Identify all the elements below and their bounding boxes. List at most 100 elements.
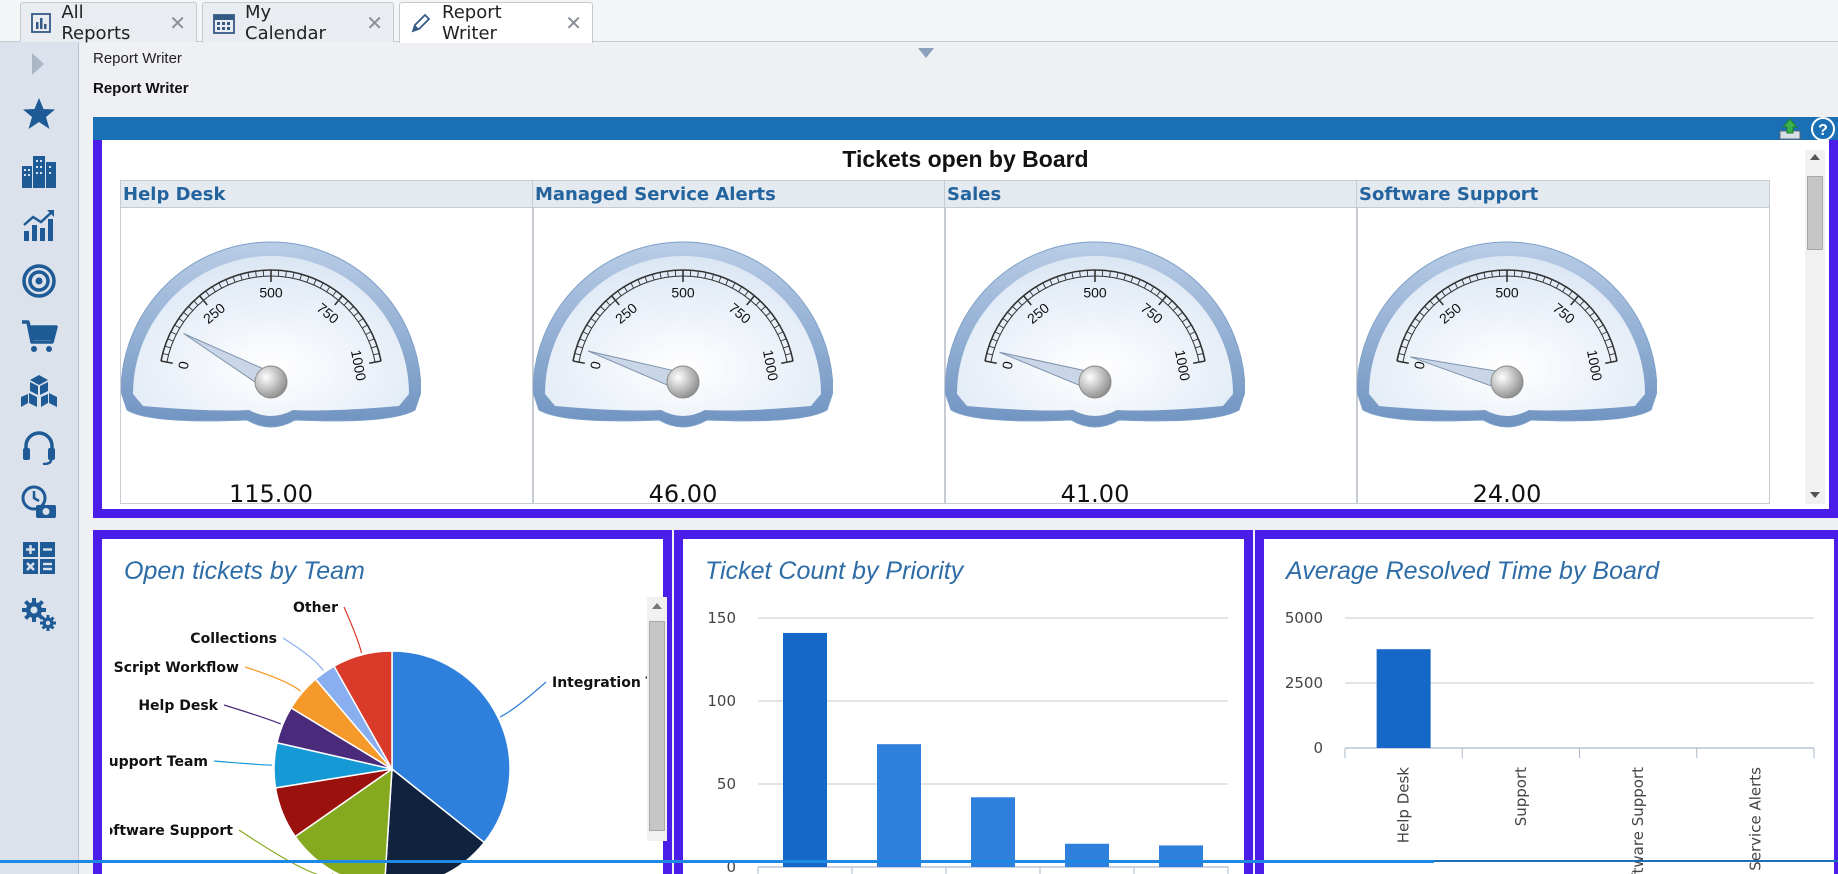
- gauge-pivot: [1490, 365, 1524, 399]
- svg-text:?: ?: [1818, 122, 1828, 139]
- y-tick-label: 100: [707, 692, 736, 710]
- board-header-managed-service-alerts[interactable]: Managed Service Alerts: [532, 180, 946, 208]
- chart-title: Ticket Count by Priority: [705, 557, 964, 585]
- gauge-cell: 0 250 500 750 1000 46.00: [532, 208, 946, 508]
- tab-my-calendar[interactable]: My Calendar ✕: [202, 1, 394, 44]
- page-title: Report Writer: [93, 80, 189, 97]
- tab-bar: All Reports ✕ My Calendar ✕ Report Write…: [0, 0, 1838, 44]
- gauge-pivot: [666, 365, 700, 399]
- dashboard-toolbar: [93, 117, 1838, 142]
- pie-slice: [294, 767, 393, 874]
- pie-chart-panel: Open tickets by Team Integration T Other C…: [93, 530, 672, 874]
- board-header-software-support[interactable]: Software Support: [1356, 180, 1770, 208]
- tab-all-reports[interactable]: All Reports ✕: [20, 1, 197, 44]
- gauge-tick-label: 1000: [348, 348, 370, 382]
- y-tick-label: 0: [1313, 739, 1323, 757]
- calendar-icon: [213, 12, 235, 34]
- pie-leader-line: [238, 829, 334, 874]
- x-tick-label: oftware Support: [1629, 767, 1647, 874]
- x-tick-label: Support: [1512, 767, 1530, 826]
- pie-label: Help Desk: [138, 698, 218, 714]
- bar: [877, 744, 921, 867]
- close-icon[interactable]: ✕: [169, 10, 186, 35]
- bar: [971, 797, 1015, 867]
- tab-label: All Reports: [61, 1, 131, 44]
- tab-label: Report Writer: [442, 2, 502, 44]
- tab-label: My Calendar: [245, 1, 326, 44]
- avg-resolved-chart-panel: Average Resolved Time by Board 5000 2500 0…: [1255, 530, 1838, 874]
- close-icon[interactable]: ✕: [565, 11, 582, 35]
- gauge-tick-label: 0: [587, 360, 604, 371]
- chart-title: Average Resolved Time by Board: [1286, 557, 1660, 585]
- tab-report-writer[interactable]: Report Writer ✕: [399, 2, 593, 44]
- export-icon[interactable]: [1778, 117, 1802, 141]
- pie-label: Script Workflow: [114, 660, 239, 676]
- priority-bar-chart: 150100500Amwhal: [707, 609, 1229, 874]
- trend-chart-icon[interactable]: [19, 205, 59, 245]
- gauge-tick-label: 1000: [1172, 348, 1194, 382]
- close-icon[interactable]: ✕: [366, 10, 383, 35]
- left-nav: [0, 42, 79, 874]
- avg-resolved-bar-chart: 5000 2500 0 Help Desk Support oftware Support…: [1285, 609, 1815, 874]
- y-tick-label: 2500: [1285, 674, 1323, 692]
- pencil-icon: [410, 12, 432, 34]
- pie-leader-line: [244, 666, 302, 692]
- board-header-sales[interactable]: Sales: [944, 180, 1358, 208]
- gauge-tick-label: 1000: [1584, 348, 1606, 382]
- star-icon[interactable]: [19, 94, 59, 134]
- pie-label: Collections: [190, 631, 277, 647]
- gauge-cell: 0 250 500 750 1000 41.00: [944, 208, 1358, 508]
- scroll-thumb[interactable]: [1807, 176, 1823, 250]
- scroll-down-icon[interactable]: [1810, 492, 1820, 498]
- gauge-cell: 0 250 500 750 1000 115.00: [120, 208, 534, 508]
- calculator-icon[interactable]: [19, 538, 59, 578]
- breadcrumb[interactable]: Report Writer: [93, 50, 182, 67]
- x-tick-label: ed Service Alerts: [1746, 767, 1764, 874]
- gears-icon[interactable]: [19, 594, 59, 634]
- target-icon[interactable]: [19, 261, 59, 301]
- time-money-icon[interactable]: [19, 483, 59, 523]
- gauge-value: 46.00: [648, 480, 718, 508]
- board-header-help-desk[interactable]: Help Desk: [120, 180, 534, 208]
- scroll-up-icon[interactable]: [652, 603, 662, 609]
- y-tick-label: 150: [707, 609, 736, 627]
- gauge-tick-label: 500: [259, 285, 283, 301]
- pie-slice: [384, 767, 486, 874]
- expand-nav-icon[interactable]: [32, 53, 44, 75]
- gauge-tick-label: 500: [1495, 285, 1519, 301]
- gauge-panel: Tickets open by Board Help Desk Managed …: [93, 140, 1838, 518]
- cart-icon[interactable]: [19, 316, 59, 356]
- scroll-up-icon[interactable]: [1810, 154, 1820, 160]
- boxes-icon[interactable]: [19, 372, 59, 412]
- gauge-value: 115.00: [229, 480, 313, 508]
- help-icon[interactable]: ?: [1810, 116, 1836, 142]
- pie-chart: Integration T Other Collections Script Work…: [102, 594, 656, 874]
- y-tick-label: 0: [726, 858, 736, 874]
- gauge-tick-label: 0: [175, 360, 192, 371]
- pie-leader-line: [282, 637, 324, 671]
- gauge-tick-label: 500: [1083, 285, 1107, 301]
- gauge-pivot: [1078, 365, 1112, 399]
- gauge-cell: 0 250 500 750 1000 24.00: [1356, 208, 1770, 508]
- pie-label: Other: [293, 600, 338, 616]
- pie-slice: [333, 650, 393, 772]
- buildings-icon[interactable]: [19, 150, 59, 190]
- pie-label: Support Team: [102, 754, 208, 770]
- pie-scrollbar[interactable]: [647, 597, 667, 841]
- headset-icon[interactable]: [19, 427, 59, 467]
- collapse-header-icon[interactable]: [918, 48, 934, 58]
- pie-leader-line: [223, 704, 281, 725]
- bar: [1159, 845, 1203, 867]
- gauge-scrollbar[interactable]: [1805, 150, 1825, 504]
- bar: [783, 632, 827, 867]
- gauge-panel-title: Tickets open by Board: [842, 146, 1089, 172]
- bar: [1065, 843, 1109, 867]
- bar: [1376, 649, 1431, 748]
- y-tick-label: 5000: [1285, 609, 1323, 627]
- scroll-thumb[interactable]: [649, 621, 665, 831]
- bar-report-icon: [31, 12, 52, 34]
